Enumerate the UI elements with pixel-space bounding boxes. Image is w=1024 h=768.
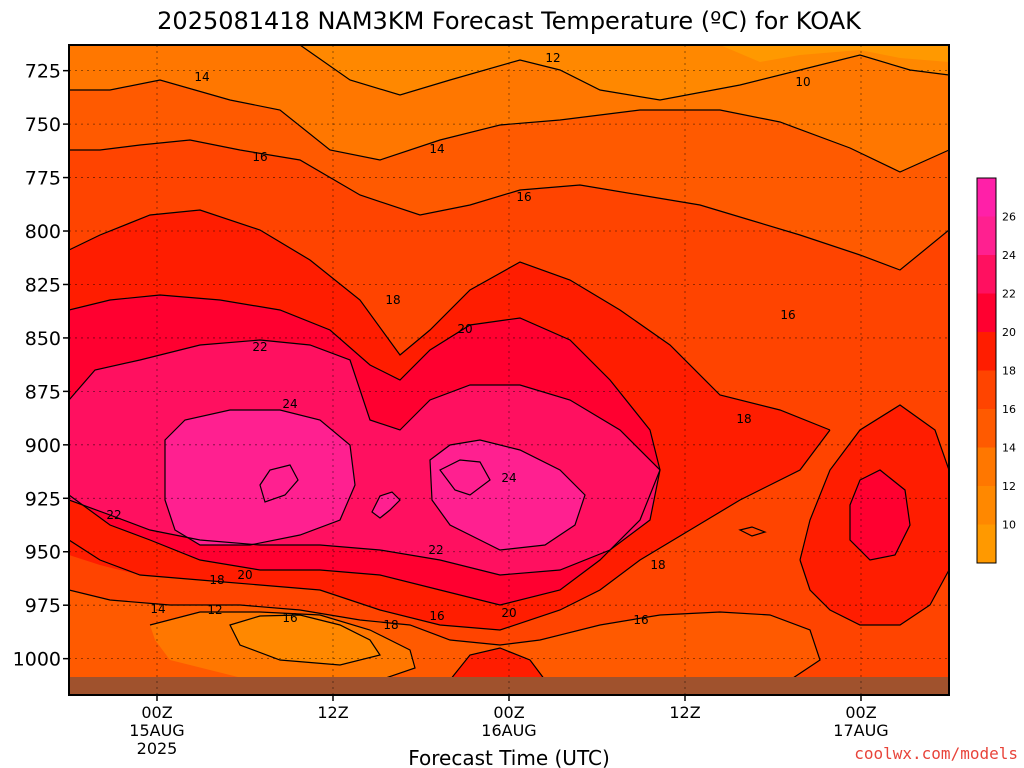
y-tick-label: 925 (25, 488, 61, 510)
contour-label: 16 (780, 308, 795, 322)
contour-label: 16 (252, 150, 267, 164)
colorbar: 10 12 14 16 18 20 22 24 26 (976, 177, 1016, 564)
band-10-12-low (230, 615, 380, 665)
contour-label: 16 (429, 609, 444, 623)
y-tick-label: 1000 (13, 649, 61, 671)
colorbar-segment (977, 178, 996, 217)
grid-lines (69, 45, 949, 695)
contour-label: 16 (516, 190, 531, 204)
contour-label: 20 (457, 322, 472, 336)
contour-label: 22 (252, 340, 267, 354)
colorbar-border (976, 177, 997, 564)
colorbar-segment (977, 332, 996, 371)
contour-label: 12 (207, 603, 222, 617)
band-24-26-left (165, 410, 355, 545)
contour-label: 20 (237, 568, 252, 582)
colorbar-tick-label: 22 (1002, 288, 1016, 301)
contour-labels: 12 10 14 14 16 16 16 18 18 20 22 24 24 22 22 20 18 18 16 14… (106, 51, 810, 632)
contour-label: 18 (650, 558, 665, 572)
y-tick-label: 850 (25, 328, 61, 350)
credit-text: coolwx.com/models (854, 744, 1018, 763)
contour-label: 22 (428, 543, 443, 557)
contour-label: 14 (429, 142, 444, 156)
contour-label: 10 (795, 75, 810, 89)
colorbar-tick-label: 20 (1002, 326, 1016, 339)
colorbar-tick-label: 12 (1002, 480, 1016, 493)
y-tick-label: 875 (25, 381, 61, 403)
contour-lines (69, 45, 949, 681)
contour-label: 16 (633, 613, 648, 627)
x-axis-label: Forecast Time (UTC) (408, 746, 610, 768)
colorbar-segment (977, 524, 996, 563)
y-tick-label: 800 (25, 221, 61, 243)
colorbar-tick-label: 26 (1002, 211, 1016, 224)
x-tick-label: 00Z (493, 703, 524, 722)
band-20-22-right (850, 470, 910, 560)
contour-label: 14 (150, 602, 165, 616)
y-tick-label: 825 (25, 274, 61, 296)
ground-mask (69, 677, 949, 695)
x-tick-label: 16AUG (481, 721, 536, 740)
colorbar-tick-label: 16 (1002, 403, 1016, 416)
contour-label: 14 (194, 70, 209, 84)
contour-label: 18 (385, 293, 400, 307)
contour-label: 18 (209, 573, 224, 587)
contour-label: 12 (545, 51, 560, 65)
colorbar-segment (977, 293, 996, 332)
y-tick-label: 775 (25, 168, 61, 190)
band-below-10 (720, 45, 949, 62)
contour-label: 22 (106, 508, 121, 522)
colorbar-segment (977, 255, 996, 294)
x-tick-label: 00Z (141, 703, 172, 722)
colorbar-segment (977, 216, 996, 255)
y-tick-label: 950 (25, 542, 61, 564)
band-10-12 (300, 45, 949, 100)
colorbar-tick-label: 10 (1002, 519, 1016, 532)
y-tick-label: 750 (25, 114, 61, 136)
colorbar-segment (977, 486, 996, 525)
x-tick-label: 12Z (317, 703, 348, 722)
colorbar-segment (977, 409, 996, 448)
x-tick-label: 2025 (137, 739, 178, 758)
x-tick-label: 17AUG (833, 721, 888, 740)
y-tick-label: 725 (25, 61, 61, 83)
contour-label: 20 (501, 606, 516, 620)
contour-label: 18 (736, 412, 751, 426)
colorbar-segment (977, 447, 996, 486)
colorbar-tick-label: 24 (1002, 249, 1016, 262)
contour-label: 18 (383, 618, 398, 632)
contour-label: 16 (282, 611, 297, 625)
colorbar-tick-label: 18 (1002, 365, 1016, 378)
colorbar-tick-label: 14 (1002, 442, 1016, 455)
x-tick-label: 00Z (845, 703, 876, 722)
contour-label: 24 (282, 397, 297, 411)
band-24-26-right (430, 440, 585, 550)
y-axis: 725 750 775 800 825 850 875 900 925 950 975 1000 (13, 61, 69, 671)
x-tick-label: 12Z (669, 703, 700, 722)
band-20-22-sfc (450, 648, 545, 680)
y-tick-label: 900 (25, 435, 61, 457)
contour-label: 24 (501, 471, 516, 485)
colorbar-segment (977, 370, 996, 409)
chart-title: 2025081418 NAM3KM Forecast Temperature (… (157, 7, 862, 35)
y-tick-label: 975 (25, 595, 61, 617)
x-tick-label: 15AUG (129, 721, 184, 740)
